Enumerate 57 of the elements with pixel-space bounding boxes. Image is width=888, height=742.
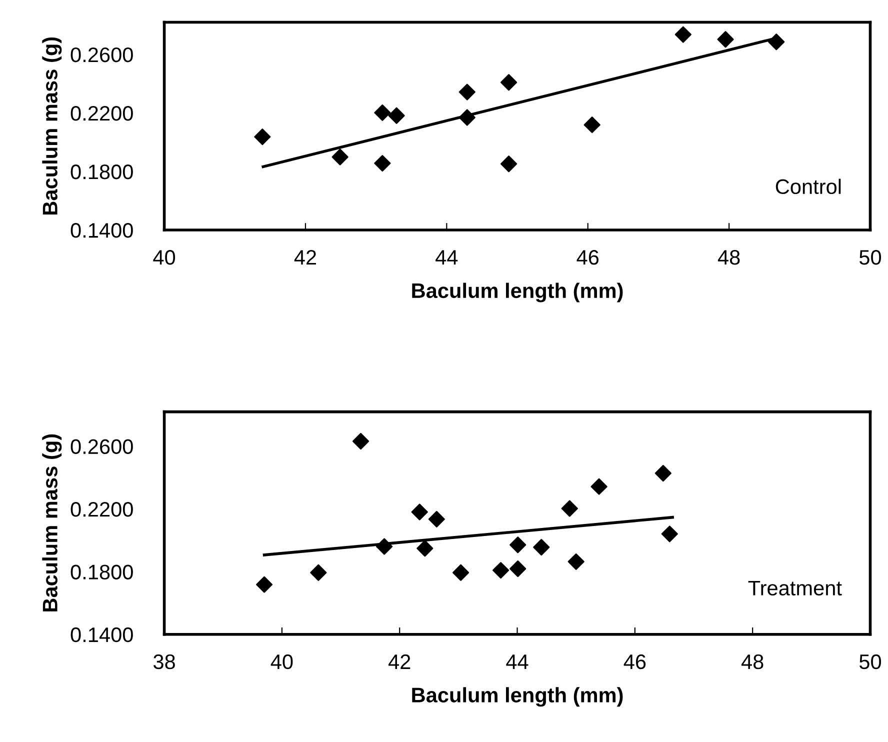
point <box>388 107 405 124</box>
x-axis-title: Baculum length (mm) <box>412 282 623 302</box>
point <box>674 26 692 43</box>
annotation: Control <box>776 178 841 194</box>
point <box>500 156 518 172</box>
point <box>374 155 391 172</box>
point <box>510 536 526 554</box>
x-tick-label: 42 <box>294 250 316 265</box>
y-axis-title: Baculum mass (g) <box>42 434 62 612</box>
point <box>458 109 476 126</box>
point <box>510 560 526 578</box>
point <box>561 500 578 517</box>
y-axis-title: Baculum mass (g) <box>42 37 62 214</box>
point <box>584 116 600 134</box>
x-tick-label: 50 <box>859 250 882 265</box>
y-tick-label: 0.2600 <box>70 439 133 454</box>
point <box>768 34 785 50</box>
point <box>500 74 518 91</box>
point <box>654 464 672 482</box>
y-tick-label: 0.2600 <box>70 47 133 62</box>
y-tick-label: 0.2200 <box>70 502 133 517</box>
point <box>458 84 476 100</box>
point <box>661 526 678 542</box>
x-tick-label: 46 <box>624 654 646 670</box>
point <box>254 128 271 146</box>
y-tick-label: 0.1800 <box>70 564 133 580</box>
y-tick-label: 0.1400 <box>70 223 133 238</box>
x-tick-label: 50 <box>859 654 882 670</box>
x-tick-label: 48 <box>741 654 764 670</box>
x-tick-label: 44 <box>506 654 528 669</box>
point <box>256 576 273 593</box>
point <box>717 31 734 48</box>
point <box>452 564 470 581</box>
x-tick-label: 46 <box>576 250 599 265</box>
point <box>411 504 428 520</box>
point <box>590 478 608 495</box>
point <box>428 510 445 528</box>
point <box>416 540 434 557</box>
x-axis-title: Baculum length (mm) <box>412 687 623 707</box>
y-tick-label: 0.1800 <box>70 164 133 180</box>
point <box>310 564 327 581</box>
x-tick-label: 44 <box>436 250 458 265</box>
x-tick-label: 38 <box>153 654 175 670</box>
x-tick-label: 40 <box>270 654 293 670</box>
point <box>533 538 550 556</box>
x-tick-label: 42 <box>388 654 410 669</box>
x-tick-label: 40 <box>153 250 176 265</box>
y-tick-label: 0.2200 <box>70 106 133 121</box>
point <box>568 553 584 570</box>
x-tick-label: 48 <box>718 250 740 265</box>
point <box>492 562 510 579</box>
point <box>352 432 370 450</box>
y-tick-label: 0.1400 <box>70 627 133 642</box>
point <box>332 148 348 166</box>
point <box>376 538 393 555</box>
annotation: Treatment <box>748 580 842 596</box>
point <box>374 104 391 121</box>
